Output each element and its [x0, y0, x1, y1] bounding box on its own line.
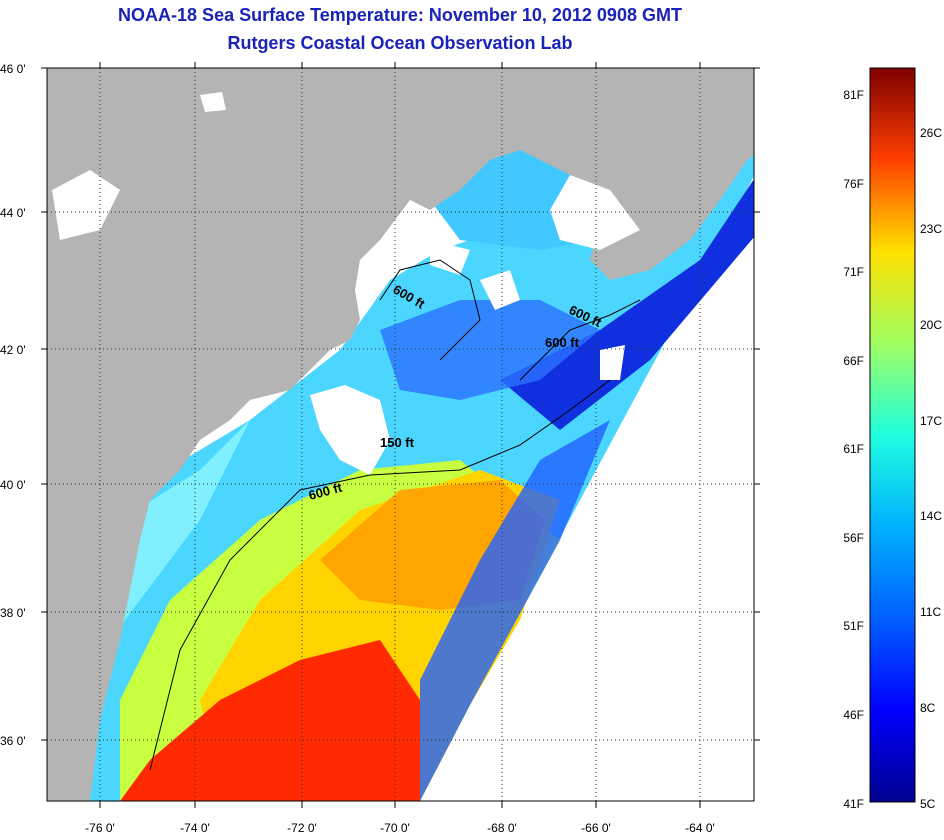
- cbar-c-label: 11C: [920, 605, 941, 619]
- cbar-c-label: 26C: [920, 126, 942, 140]
- cbar-c-label: 14C: [920, 509, 942, 523]
- cbar-c-label: 23C: [920, 222, 942, 236]
- cbar-c-label: 8C: [920, 701, 936, 715]
- lon-label: -74 0': [180, 821, 210, 835]
- cbar-f-label: 41F: [843, 797, 864, 811]
- colorbar-celsius-labels: 26C 23C 20C 17C 14C 11C 8C 5C: [920, 126, 942, 811]
- lon-label: -64 0': [685, 821, 715, 835]
- depth-label: 150 ft: [380, 435, 415, 450]
- map-frame: [46, 67, 755, 802]
- cbar-c-label: 20C: [920, 318, 942, 332]
- lat-label: 44 0': [0, 206, 26, 220]
- cbar-f-label: 66F: [843, 354, 864, 368]
- tick-marks: [41, 62, 760, 808]
- cbar-f-label: 56F: [843, 531, 864, 545]
- latitude-labels: 46 0' 44 0' 42 0' 40 0' 38 0' 36 0': [0, 62, 26, 748]
- cbar-c-label: 5C: [920, 797, 936, 811]
- lat-label: 42 0': [0, 343, 26, 357]
- cbar-f-label: 71F: [843, 265, 864, 279]
- lon-label: -66 0': [581, 821, 611, 835]
- sst-swath: [47, 110, 754, 801]
- lon-label: -72 0': [287, 821, 317, 835]
- isobath-lines: [149, 259, 641, 771]
- lon-label: -76 0': [85, 821, 115, 835]
- map-subtitle: Rutgers Coastal Ocean Observation Lab: [227, 33, 573, 53]
- colorbar-fahrenheit-labels: 81F 76F 71F 66F 61F 56F 51F 46F 41F: [843, 88, 864, 811]
- cbar-f-label: 51F: [843, 619, 864, 633]
- cbar-f-label: 81F: [843, 88, 864, 102]
- longitude-labels: -76 0' -74 0' -72 0' -70 0' -68 0' -66 0…: [85, 821, 715, 835]
- lon-label: -68 0': [487, 821, 517, 835]
- lat-label: 36 0': [0, 734, 26, 748]
- cbar-f-label: 46F: [843, 708, 864, 722]
- cbar-f-label: 76F: [843, 177, 864, 191]
- lat-label: 46 0': [0, 62, 26, 76]
- lat-label: 40 0': [0, 478, 26, 492]
- lon-label: -70 0': [380, 821, 410, 835]
- cbar-f-label: 61F: [843, 442, 864, 456]
- cbar-c-label: 17C: [920, 414, 942, 428]
- map-title: NOAA-18 Sea Surface Temperature: Novembe…: [118, 5, 682, 25]
- colorbar: [869, 67, 916, 803]
- land-mass: [47, 68, 754, 801]
- depth-label: 600 ft: [545, 335, 580, 350]
- lat-label: 38 0': [0, 606, 26, 620]
